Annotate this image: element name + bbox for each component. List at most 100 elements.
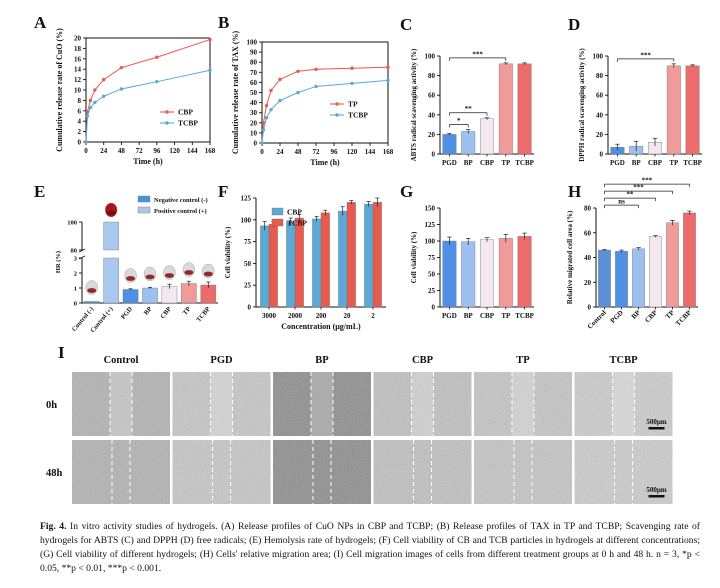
x-tick-label: Control: [586, 309, 608, 331]
y-axis-label: ABTS radical scavenging activity (%): [410, 48, 418, 161]
y-tick-label: 40: [428, 111, 436, 119]
panel-g-chart: 0 25 50 75 100 125 150 PGD BP CBP TP TCBP Cell viabi…: [410, 205, 535, 321]
data-point-tcbp: [350, 81, 354, 86]
x-tick-label: BP: [464, 159, 474, 167]
row-label-48h: 48h: [46, 468, 63, 479]
data-point-tp: [296, 69, 300, 73]
micrograph-texture: [273, 372, 371, 436]
scratch-zone: [210, 372, 233, 436]
x-tick-label: TP: [182, 306, 193, 317]
y-axis-label: Cumulative release rate of TAX (%): [231, 31, 240, 155]
axis-break: [78, 255, 86, 260]
y-tick-label: 2: [74, 271, 77, 278]
panel-i-micrographs: Control PGD BP CBP TP TCBP 0h 48h 500μm 500μm: [46, 355, 673, 504]
y-tick-label: 100: [425, 238, 436, 246]
x-tick-label: CBP: [480, 312, 495, 320]
data-point-tcbp: [208, 68, 212, 72]
column-label-tcbp: TCBP: [609, 355, 638, 366]
bar-tcbp-3000: [268, 223, 278, 308]
significance-label: **: [627, 191, 635, 199]
significance-label: ***: [642, 177, 653, 185]
y-axis-label: Relative migrated cell area (%): [566, 210, 574, 304]
y-tick-label: 20: [74, 35, 82, 43]
legend-swatch: [271, 207, 284, 216]
x-tick-label: 168: [383, 148, 394, 156]
y-tick-label: 20: [596, 131, 604, 139]
x-tick-label: TCBP: [683, 159, 702, 167]
y-tick-label: 75: [428, 254, 436, 262]
x-tick-label: 144: [187, 147, 198, 155]
x-tick-label: 96: [153, 147, 161, 155]
legend-label: CBP: [287, 208, 302, 217]
y-tick-label: 14: [74, 66, 82, 74]
y-axis-label: DPPH radical scavenging activity (%): [578, 48, 586, 162]
x-tick-label: CBP: [480, 159, 495, 167]
x-tick-label: 120: [169, 147, 180, 155]
legend-label: TCBP: [178, 119, 198, 128]
y-tick-label: 50: [244, 260, 252, 268]
series-line-tcbp: [261, 79, 389, 144]
y-tick-label: 4: [78, 118, 82, 126]
scratch-zone: [110, 372, 132, 436]
data-point-tcbp: [261, 128, 266, 132]
micrograph-texture: [373, 372, 472, 436]
y-tick-label: 50: [250, 89, 258, 97]
micrograph-texture: [172, 372, 271, 436]
y-tick-label: 20: [428, 131, 436, 139]
bar-bp: [461, 241, 476, 308]
legend-marker: [165, 121, 169, 125]
data-point-tp: [350, 66, 354, 70]
panel-letter-i: I: [58, 343, 65, 362]
data-point-cbp: [208, 37, 212, 42]
scale-bar: [648, 495, 665, 498]
y-tick-label: 25: [428, 287, 436, 295]
bar-tcbp-2: [372, 202, 382, 308]
x-tick-label: 120: [347, 148, 358, 156]
tube-pellet: [106, 210, 116, 216]
bar-cbp: [480, 118, 494, 155]
panel-letter-h: H: [568, 182, 581, 201]
x-tick-label: 20: [344, 312, 352, 320]
bar-tcbp: [517, 236, 532, 308]
x-tick-label: PGD: [610, 159, 625, 167]
y-tick-label: 100: [593, 53, 604, 61]
y-tick-label: 80: [250, 59, 258, 67]
bar-control: [103, 221, 119, 251]
y-tick-label: 2: [78, 128, 82, 136]
x-tick-label: PGD: [609, 309, 625, 325]
x-tick-label: PGD: [442, 159, 457, 167]
bar-tp: [181, 283, 197, 304]
data-point-tcbp: [264, 116, 269, 120]
legend-label: TP: [348, 100, 358, 109]
tube-pellet: [184, 270, 194, 275]
y-tick-label: 0: [432, 151, 436, 159]
bar-tcbp: [685, 65, 700, 155]
micrograph-texture: [474, 372, 572, 436]
legend-swatch: [137, 195, 151, 203]
data-point-tcbp: [314, 84, 318, 89]
y-tick-label: 6: [78, 107, 82, 115]
y-tick-label: 0: [254, 140, 258, 148]
x-tick-label: BP: [143, 306, 154, 317]
data-point-tcbp: [386, 78, 390, 83]
y-tick-label: 40: [250, 99, 258, 107]
data-point-tp: [261, 121, 266, 125]
micrograph-texture: [72, 372, 170, 436]
y-axis-label: Cell viability (%): [410, 231, 418, 283]
x-tick-label: TP: [664, 308, 676, 320]
y-axis-label: Cell viability (%): [224, 226, 232, 278]
y-axis-label: Cumulative release rate of CuO (%): [55, 28, 64, 152]
data-point-tcbp: [119, 87, 124, 91]
data-point-cbp: [155, 55, 159, 59]
bar-cbp-3000: [260, 225, 270, 308]
x-tick-label: CBP: [159, 306, 173, 320]
caption-text: In vitro activity studies of hydrogels. …: [40, 521, 700, 574]
data-point-tcbp: [296, 90, 300, 95]
significance-label: ***: [633, 184, 644, 192]
bar-cbp-20: [338, 210, 348, 308]
micrograph-texture: [72, 440, 170, 504]
data-point-cbp: [93, 88, 97, 92]
bar-cbp: [649, 236, 662, 308]
x-tick-label: TP: [501, 312, 511, 320]
panel-letter-d: D: [568, 15, 580, 34]
